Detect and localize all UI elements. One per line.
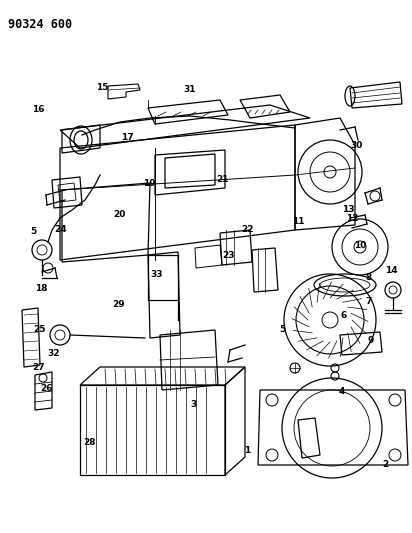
Text: 10: 10 [354,241,367,249]
Text: 33: 33 [150,270,163,279]
Text: 3: 3 [190,400,197,408]
Text: 4: 4 [339,387,345,396]
Text: 13: 13 [342,205,354,214]
Text: 12: 12 [346,214,358,223]
Text: 18: 18 [35,285,47,293]
Text: 6: 6 [341,311,347,320]
Text: 20: 20 [113,210,126,219]
Text: 23: 23 [222,252,235,260]
Text: 25: 25 [33,325,45,334]
Text: 27: 27 [32,364,44,372]
Text: 7: 7 [365,297,372,305]
Text: 11: 11 [293,217,305,225]
Text: 5: 5 [30,228,37,236]
Text: 30: 30 [350,141,363,150]
Text: 16: 16 [32,105,44,114]
Text: 5: 5 [279,325,286,334]
Text: 8: 8 [365,273,372,281]
Text: 14: 14 [385,266,398,275]
Text: 24: 24 [55,225,67,233]
Text: 21: 21 [216,175,229,184]
Text: 28: 28 [84,438,96,447]
Text: 32: 32 [47,349,60,358]
Text: 26: 26 [40,384,52,392]
Text: 1: 1 [244,446,250,455]
Text: 22: 22 [241,225,253,233]
Text: 9: 9 [368,336,374,344]
Text: 29: 29 [112,301,125,309]
Text: 19: 19 [143,180,155,188]
Text: 31: 31 [183,85,196,94]
Text: 17: 17 [122,133,134,142]
Text: 2: 2 [382,461,389,469]
Text: 15: 15 [96,84,108,92]
Text: 90324 600: 90324 600 [8,18,72,31]
